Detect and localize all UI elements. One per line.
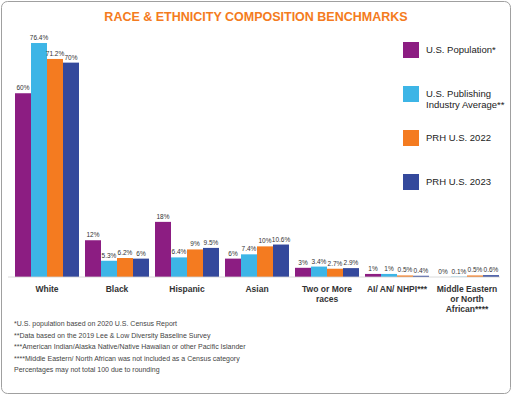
footnote: **Data based on the 2019 Lee & Low Diver… <box>14 332 211 340</box>
bar <box>171 257 187 277</box>
text-line: Hispanic <box>169 284 205 294</box>
data-label: 0.5% <box>468 266 483 273</box>
footnote: ***American Indian/Alaska Native/Native … <box>14 343 246 350</box>
legend-label: U.S. Population* <box>426 44 496 55</box>
data-label: 18% <box>156 213 169 220</box>
data-label: 5.3% <box>102 252 117 259</box>
legend-label: PRH U.S. 2022 <box>426 132 491 143</box>
text-line: PRH U.S. 2023 <box>426 176 491 187</box>
category-label: White <box>35 284 58 294</box>
data-label: 0.6% <box>484 266 499 273</box>
category-label: Two or Moreraces <box>302 284 352 304</box>
data-label: 60% <box>16 84 29 91</box>
footnote: Percentages may not total 100 due to rou… <box>14 366 160 374</box>
text-line: Two or More <box>302 284 352 294</box>
category-label: Black <box>106 284 129 294</box>
bar <box>155 222 171 277</box>
data-label: 10.6% <box>272 236 291 243</box>
bar <box>31 43 47 277</box>
data-label: 0.1% <box>452 268 467 275</box>
bar <box>365 274 381 277</box>
text-line: Middle Eastern <box>437 284 497 294</box>
data-label: 0.4% <box>414 267 429 274</box>
data-label: 0.5% <box>398 266 413 273</box>
bar <box>241 254 257 277</box>
data-label: 0% <box>438 268 448 275</box>
data-label: 70% <box>64 54 77 61</box>
bar <box>101 261 117 277</box>
bar <box>63 63 79 277</box>
category-label: Asian <box>245 284 268 294</box>
bar <box>273 245 289 277</box>
bar <box>47 59 63 277</box>
bar <box>295 268 311 277</box>
data-label: 9% <box>190 240 200 247</box>
bar <box>15 93 31 277</box>
text-line: races <box>316 294 338 304</box>
data-label: 71.2% <box>46 50 65 57</box>
text-line: African**** <box>446 304 489 314</box>
footnote: ****Middle Eastern/ North African was no… <box>14 355 240 363</box>
frame <box>2 2 511 394</box>
bar <box>133 259 149 277</box>
category-label: Hispanic <box>169 284 205 294</box>
category-label: AI/ AN/ NHPI*** <box>367 284 428 294</box>
data-label: 76.4% <box>30 34 49 41</box>
bar <box>85 240 101 277</box>
text-line: U.S. Population* <box>426 44 496 55</box>
data-label: 3.4% <box>312 258 327 265</box>
data-label: 9.5% <box>204 239 219 246</box>
text-line: Asian <box>245 284 268 294</box>
data-label: 2.7% <box>328 260 343 267</box>
text-line: U.S. Publishing <box>426 88 491 99</box>
text-line: AI/ AN/ NHPI*** <box>367 284 428 294</box>
chart: RACE & ETHNICITY COMPOSITION BENCHMARKS 6… <box>0 0 512 395</box>
legend-swatch <box>403 130 419 146</box>
data-label: 7.4% <box>242 245 257 252</box>
bar <box>311 267 327 277</box>
legend-swatch <box>403 42 419 58</box>
title: RACE & ETHNICITY COMPOSITION BENCHMARKS <box>104 10 407 24</box>
text-line: Black <box>106 284 129 294</box>
data-label: 1% <box>368 265 378 272</box>
bar <box>187 249 203 277</box>
data-label: 1% <box>384 265 394 272</box>
bar <box>327 269 343 277</box>
data-label: 10% <box>258 237 271 244</box>
bar <box>381 274 397 277</box>
data-label: 3% <box>298 259 308 266</box>
bar <box>117 258 133 277</box>
category-label: Middle Easternor NorthAfrican**** <box>437 284 497 314</box>
footnote: *U.S. population based on 2020 U.S. Cens… <box>14 320 177 328</box>
text-line: White <box>35 284 58 294</box>
data-label: 12% <box>86 231 99 238</box>
bar <box>203 248 219 277</box>
data-label: 2.9% <box>344 259 359 266</box>
legend-swatch <box>403 86 419 102</box>
bars <box>15 43 499 277</box>
legend-swatch <box>403 174 419 190</box>
data-label: 6.4% <box>172 248 187 255</box>
baseline <box>8 277 500 278</box>
bar <box>225 259 241 277</box>
legend-label: PRH U.S. 2023 <box>426 176 491 187</box>
text-line: PRH U.S. 2022 <box>426 132 491 143</box>
legend-label: U.S. PublishingIndustry Average** <box>426 88 505 110</box>
bar <box>343 268 359 277</box>
text-line: Industry Average** <box>426 99 505 110</box>
data-label: 6% <box>136 250 146 257</box>
bar <box>257 246 273 277</box>
text-line: or North <box>450 294 484 304</box>
data-label: 6.2% <box>118 249 133 256</box>
data-label: 6% <box>228 250 238 257</box>
